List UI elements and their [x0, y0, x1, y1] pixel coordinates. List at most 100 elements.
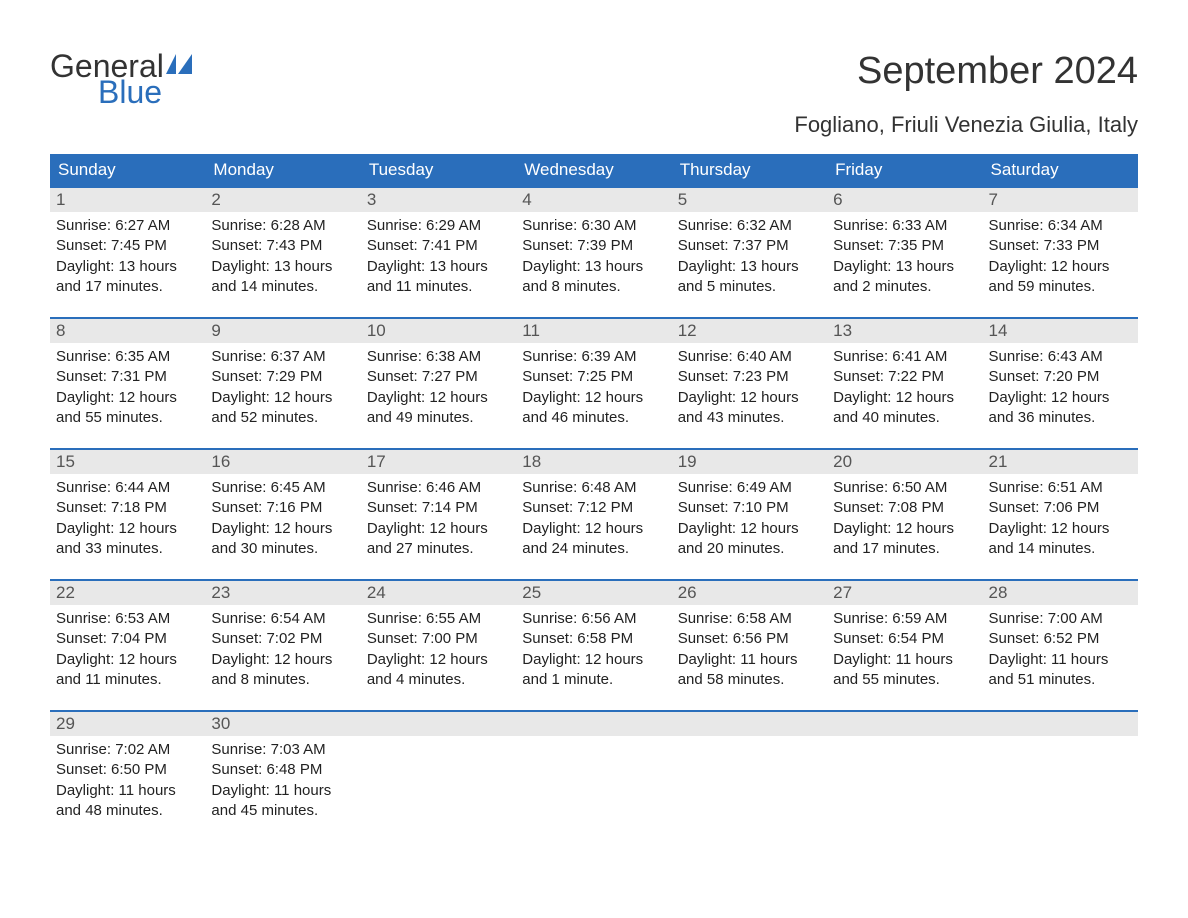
day-sunset: Sunset: 6:54 PM [833, 629, 976, 649]
day-sunset: Sunset: 6:56 PM [678, 629, 821, 649]
day-number: 1 [50, 188, 205, 212]
weekday-header: Wednesday [516, 154, 671, 186]
day-dl2: and 51 minutes. [989, 670, 1132, 690]
day-dl1: Daylight: 12 hours [367, 388, 510, 408]
day-dl1: Daylight: 12 hours [367, 650, 510, 670]
day-details: Sunrise: 6:32 AMSunset: 7:37 PMDaylight:… [672, 212, 827, 297]
day-sunset: Sunset: 7:00 PM [367, 629, 510, 649]
day-cell: . [983, 712, 1138, 825]
weekday-header: Sunday [50, 154, 205, 186]
day-cell: 13Sunrise: 6:41 AMSunset: 7:22 PMDayligh… [827, 319, 982, 432]
day-cell: 11Sunrise: 6:39 AMSunset: 7:25 PMDayligh… [516, 319, 671, 432]
day-dl2: and 11 minutes. [56, 670, 199, 690]
day-cell: 10Sunrise: 6:38 AMSunset: 7:27 PMDayligh… [361, 319, 516, 432]
day-dl1: Daylight: 12 hours [833, 519, 976, 539]
day-dl1: Daylight: 12 hours [989, 519, 1132, 539]
day-dl2: and 46 minutes. [522, 408, 665, 428]
day-cell: 8Sunrise: 6:35 AMSunset: 7:31 PMDaylight… [50, 319, 205, 432]
day-cell: . [361, 712, 516, 825]
day-details: Sunrise: 6:44 AMSunset: 7:18 PMDaylight:… [50, 474, 205, 559]
day-cell: 6Sunrise: 6:33 AMSunset: 7:35 PMDaylight… [827, 188, 982, 301]
day-number: 19 [672, 450, 827, 474]
day-number: 17 [361, 450, 516, 474]
day-dl2: and 4 minutes. [367, 670, 510, 690]
day-number: . [672, 712, 827, 736]
day-sunrise: Sunrise: 6:49 AM [678, 478, 821, 498]
day-dl1: Daylight: 12 hours [989, 257, 1132, 277]
day-sunset: Sunset: 6:50 PM [56, 760, 199, 780]
day-dl1: Daylight: 12 hours [211, 388, 354, 408]
day-details: Sunrise: 6:27 AMSunset: 7:45 PMDaylight:… [50, 212, 205, 297]
day-details: Sunrise: 7:02 AMSunset: 6:50 PMDaylight:… [50, 736, 205, 821]
day-sunrise: Sunrise: 6:40 AM [678, 347, 821, 367]
day-cell: 1Sunrise: 6:27 AMSunset: 7:45 PMDaylight… [50, 188, 205, 301]
day-dl1: Daylight: 12 hours [211, 650, 354, 670]
day-cell: 15Sunrise: 6:44 AMSunset: 7:18 PMDayligh… [50, 450, 205, 563]
day-sunrise: Sunrise: 6:35 AM [56, 347, 199, 367]
day-sunrise: Sunrise: 7:00 AM [989, 609, 1132, 629]
day-dl2: and 45 minutes. [211, 801, 354, 821]
week-row: 8Sunrise: 6:35 AMSunset: 7:31 PMDaylight… [50, 317, 1138, 432]
day-details: Sunrise: 6:41 AMSunset: 7:22 PMDaylight:… [827, 343, 982, 428]
day-sunrise: Sunrise: 6:48 AM [522, 478, 665, 498]
day-dl1: Daylight: 13 hours [367, 257, 510, 277]
day-sunset: Sunset: 7:25 PM [522, 367, 665, 387]
day-cell: 24Sunrise: 6:55 AMSunset: 7:00 PMDayligh… [361, 581, 516, 694]
day-sunrise: Sunrise: 6:50 AM [833, 478, 976, 498]
day-sunrise: Sunrise: 6:43 AM [989, 347, 1132, 367]
day-sunset: Sunset: 7:10 PM [678, 498, 821, 518]
day-sunrise: Sunrise: 6:41 AM [833, 347, 976, 367]
day-dl2: and 20 minutes. [678, 539, 821, 559]
day-number: 11 [516, 319, 671, 343]
page-title: September 2024 [857, 50, 1138, 93]
day-sunrise: Sunrise: 6:34 AM [989, 216, 1132, 236]
day-number: 16 [205, 450, 360, 474]
day-number: . [361, 712, 516, 736]
day-dl1: Daylight: 12 hours [522, 519, 665, 539]
day-dl1: Daylight: 12 hours [367, 519, 510, 539]
day-sunrise: Sunrise: 6:58 AM [678, 609, 821, 629]
weekday-header-row: Sunday Monday Tuesday Wednesday Thursday… [50, 154, 1138, 186]
day-number: 23 [205, 581, 360, 605]
day-number: 15 [50, 450, 205, 474]
day-details: Sunrise: 6:58 AMSunset: 6:56 PMDaylight:… [672, 605, 827, 690]
week-row: 1Sunrise: 6:27 AMSunset: 7:45 PMDaylight… [50, 186, 1138, 301]
day-dl1: Daylight: 12 hours [678, 519, 821, 539]
day-dl2: and 1 minute. [522, 670, 665, 690]
day-dl1: Daylight: 12 hours [56, 650, 199, 670]
day-details: Sunrise: 6:30 AMSunset: 7:39 PMDaylight:… [516, 212, 671, 297]
day-sunrise: Sunrise: 6:32 AM [678, 216, 821, 236]
day-sunset: Sunset: 6:58 PM [522, 629, 665, 649]
day-number: 28 [983, 581, 1138, 605]
day-number: 13 [827, 319, 982, 343]
day-sunrise: Sunrise: 6:28 AM [211, 216, 354, 236]
day-cell: 7Sunrise: 6:34 AMSunset: 7:33 PMDaylight… [983, 188, 1138, 301]
day-number: 25 [516, 581, 671, 605]
day-number: 7 [983, 188, 1138, 212]
day-sunrise: Sunrise: 6:55 AM [367, 609, 510, 629]
weekday-header: Tuesday [361, 154, 516, 186]
day-sunset: Sunset: 7:12 PM [522, 498, 665, 518]
day-sunrise: Sunrise: 6:33 AM [833, 216, 976, 236]
day-dl2: and 17 minutes. [56, 277, 199, 297]
day-dl2: and 14 minutes. [211, 277, 354, 297]
day-sunrise: Sunrise: 6:53 AM [56, 609, 199, 629]
day-number: 20 [827, 450, 982, 474]
day-number: 21 [983, 450, 1138, 474]
page: General Blue September 2024 Fogliano, Fr… [0, 0, 1188, 865]
day-number: 5 [672, 188, 827, 212]
weekday-header: Saturday [983, 154, 1138, 186]
day-details: Sunrise: 6:45 AMSunset: 7:16 PMDaylight:… [205, 474, 360, 559]
day-details: Sunrise: 6:59 AMSunset: 6:54 PMDaylight:… [827, 605, 982, 690]
day-number: 2 [205, 188, 360, 212]
day-sunset: Sunset: 7:27 PM [367, 367, 510, 387]
day-details: Sunrise: 6:38 AMSunset: 7:27 PMDaylight:… [361, 343, 516, 428]
weekday-header: Monday [205, 154, 360, 186]
day-sunrise: Sunrise: 6:37 AM [211, 347, 354, 367]
day-dl1: Daylight: 13 hours [522, 257, 665, 277]
brand-logo: General Blue [50, 50, 200, 108]
day-details: Sunrise: 6:48 AMSunset: 7:12 PMDaylight:… [516, 474, 671, 559]
day-dl2: and 43 minutes. [678, 408, 821, 428]
day-dl1: Daylight: 13 hours [833, 257, 976, 277]
day-sunset: Sunset: 7:45 PM [56, 236, 199, 256]
